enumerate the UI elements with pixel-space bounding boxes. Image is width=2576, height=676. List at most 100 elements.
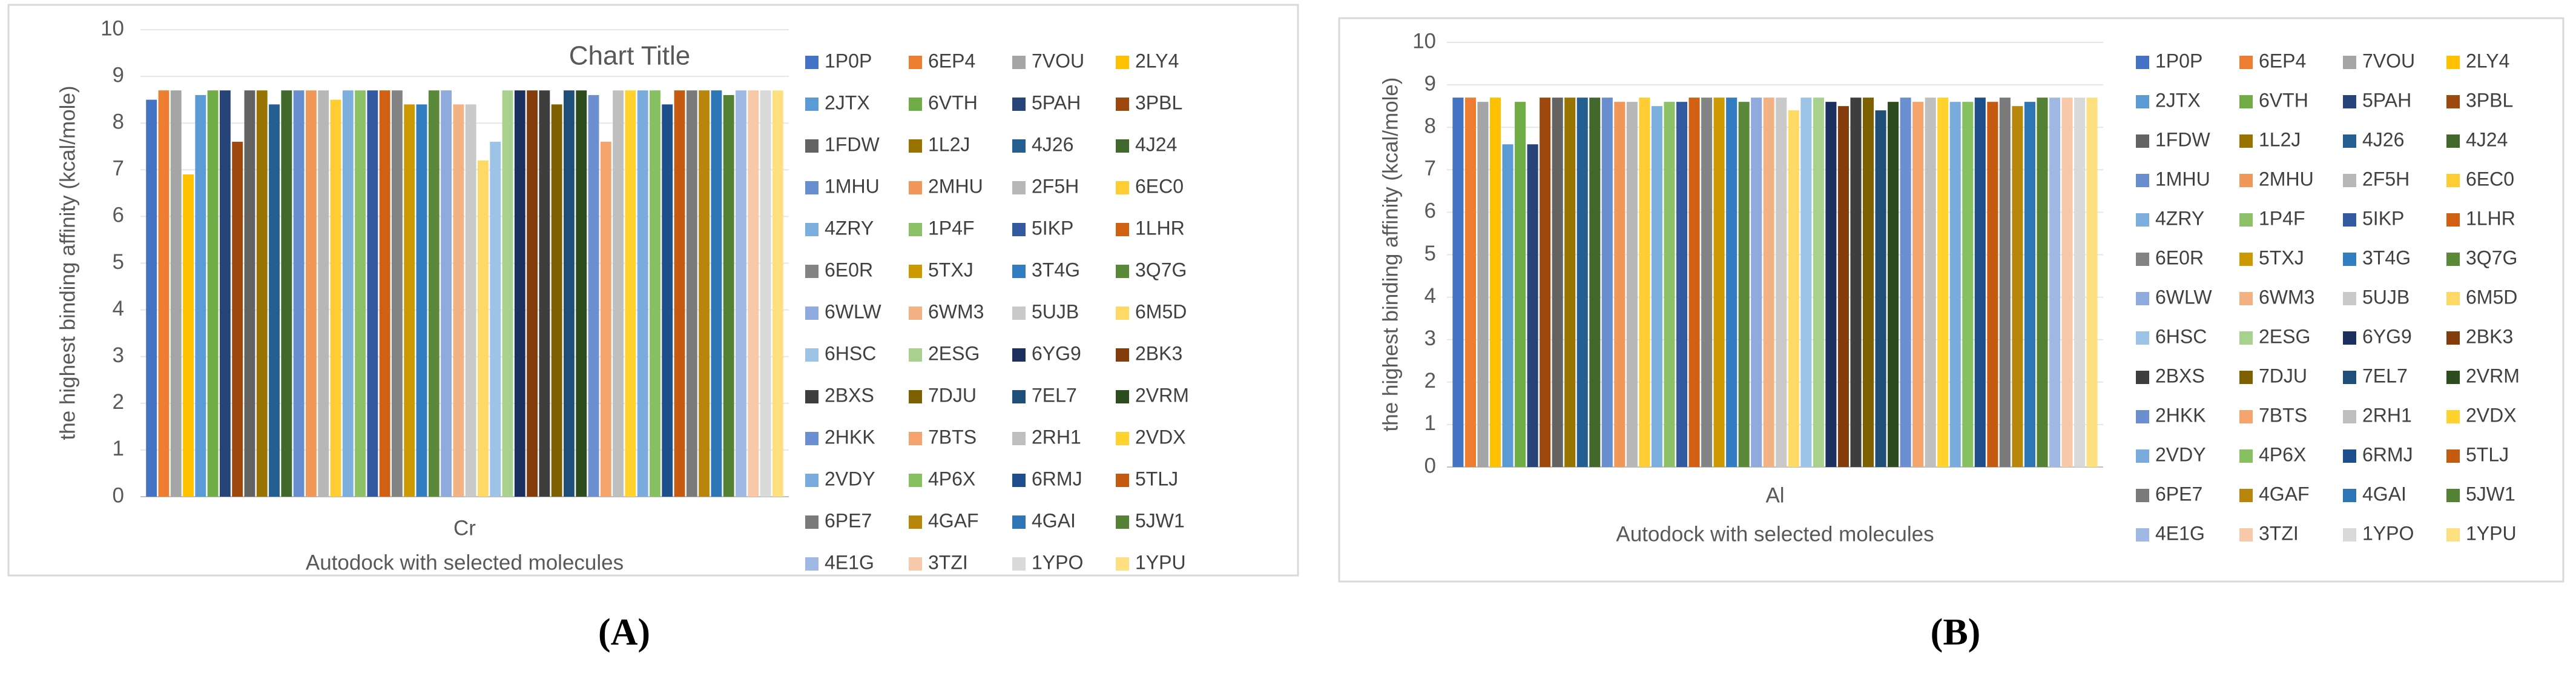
bar xyxy=(1515,102,1526,467)
legend-label: 3TZI xyxy=(2259,522,2299,544)
bar xyxy=(1763,98,1774,467)
bar xyxy=(1912,102,1924,467)
legend-label: 6M5D xyxy=(2466,286,2517,308)
legend-label: 2JTX xyxy=(825,91,870,113)
legend-swatch xyxy=(2343,292,2356,305)
bar xyxy=(1589,98,1601,467)
y-axis-label: the highest binding affinity (kcal/mole) xyxy=(1379,78,1402,432)
legend-label: 1L2J xyxy=(2259,128,2301,150)
legend-swatch xyxy=(1116,474,1129,487)
legend-label: 6WLW xyxy=(825,300,881,322)
legend-swatch xyxy=(2136,449,2149,463)
legend-label: 2HKK xyxy=(825,426,875,448)
legend-label: 2BXS xyxy=(825,384,874,406)
bar xyxy=(539,90,550,497)
legend-label: 5TLJ xyxy=(1135,468,1178,489)
legend-label: 1LHR xyxy=(2466,207,2515,229)
legend-swatch xyxy=(1012,432,1026,445)
bar xyxy=(1987,102,1998,467)
bar xyxy=(305,90,317,497)
legend-label: 1P0P xyxy=(825,50,872,71)
legend-swatch xyxy=(2446,410,2460,423)
legend-label: 7BTS xyxy=(2259,404,2307,426)
legend-label: 4E1G xyxy=(2155,522,2205,544)
y-tick-label: 6 xyxy=(113,204,124,227)
legend-label: 1FDW xyxy=(825,133,880,155)
bar xyxy=(1626,102,1638,467)
legend-label: 6PE7 xyxy=(825,509,872,531)
legend-swatch xyxy=(909,139,922,153)
legend-label: 2VRM xyxy=(2466,365,2520,386)
legend-swatch xyxy=(1012,181,1026,194)
bar xyxy=(723,94,734,497)
legend-swatch xyxy=(805,474,819,487)
bar xyxy=(281,90,292,497)
bar xyxy=(1601,98,1613,467)
legend-label: 4E1G xyxy=(825,551,874,573)
legend-swatch xyxy=(2239,253,2253,266)
bar xyxy=(256,90,268,497)
legend-label: 5IKP xyxy=(2362,207,2404,229)
legend-swatch xyxy=(805,181,819,194)
bar xyxy=(1751,98,1762,467)
legend-label: 5JW1 xyxy=(1135,509,1185,531)
legend-label: 2ESG xyxy=(2259,325,2310,347)
y-tick-label: 8 xyxy=(113,110,124,133)
bar xyxy=(1837,106,1849,467)
bar xyxy=(1452,98,1464,467)
legend-swatch xyxy=(2239,371,2253,384)
bar xyxy=(1502,144,1514,468)
y-tick-label: 0 xyxy=(113,483,124,507)
legend-label: 6EC0 xyxy=(2466,168,2514,190)
bar xyxy=(391,90,403,497)
legend-label: 7BTS xyxy=(928,426,977,448)
legend-label: 1P0P xyxy=(2155,50,2202,71)
legend-swatch xyxy=(2239,174,2253,187)
y-tick-label: 4 xyxy=(113,297,124,320)
legend-swatch xyxy=(1116,557,1129,571)
bar xyxy=(1614,102,1626,467)
legend-label: 3T4G xyxy=(2362,247,2411,268)
legend-label: 6E0R xyxy=(825,259,873,280)
legend-swatch xyxy=(2343,489,2356,502)
legend-label: 5IKP xyxy=(1032,217,1073,239)
legend-label: 6YG9 xyxy=(1032,342,1081,364)
y-tick-label: 7 xyxy=(1425,157,1436,181)
legend-swatch xyxy=(2239,489,2253,502)
legend-label: 4J24 xyxy=(2466,128,2508,150)
bar xyxy=(183,174,194,497)
legend-swatch xyxy=(805,432,819,445)
legend-label: 1YPO xyxy=(1032,551,1083,573)
legend-swatch xyxy=(909,181,922,194)
legend-swatch xyxy=(2446,371,2460,384)
legend-swatch xyxy=(909,223,922,236)
y-tick-label: 0 xyxy=(1425,454,1436,477)
legend-label: 5PAH xyxy=(2362,89,2411,111)
legend-label: 4P6X xyxy=(2259,443,2306,465)
bar xyxy=(330,99,341,497)
legend-swatch xyxy=(1116,307,1129,320)
legend-swatch xyxy=(2239,56,2253,69)
legend-swatch xyxy=(909,348,922,362)
legend-swatch xyxy=(2343,174,2356,187)
bar xyxy=(576,90,587,497)
bar xyxy=(1949,102,1961,467)
bar xyxy=(613,90,624,497)
legend-label: 2HKK xyxy=(2155,404,2206,426)
y-tick-label: 2 xyxy=(1425,369,1436,393)
y-tick-label: 1 xyxy=(113,437,124,460)
bar xyxy=(699,90,710,497)
legend-label: 6WM3 xyxy=(2259,286,2314,308)
legend-label: 1YPO xyxy=(2362,522,2414,544)
legend-swatch xyxy=(2446,95,2460,108)
legend-label: 6YG9 xyxy=(2362,325,2412,347)
legend-swatch xyxy=(2446,56,2460,69)
bar xyxy=(1688,98,1700,467)
bar xyxy=(502,90,513,497)
legend-swatch xyxy=(2239,410,2253,423)
legend-swatch xyxy=(2136,56,2149,69)
legend-swatch xyxy=(2136,213,2149,227)
legend-label: 5JW1 xyxy=(2466,483,2515,505)
legend-label: 6HSC xyxy=(825,342,876,364)
